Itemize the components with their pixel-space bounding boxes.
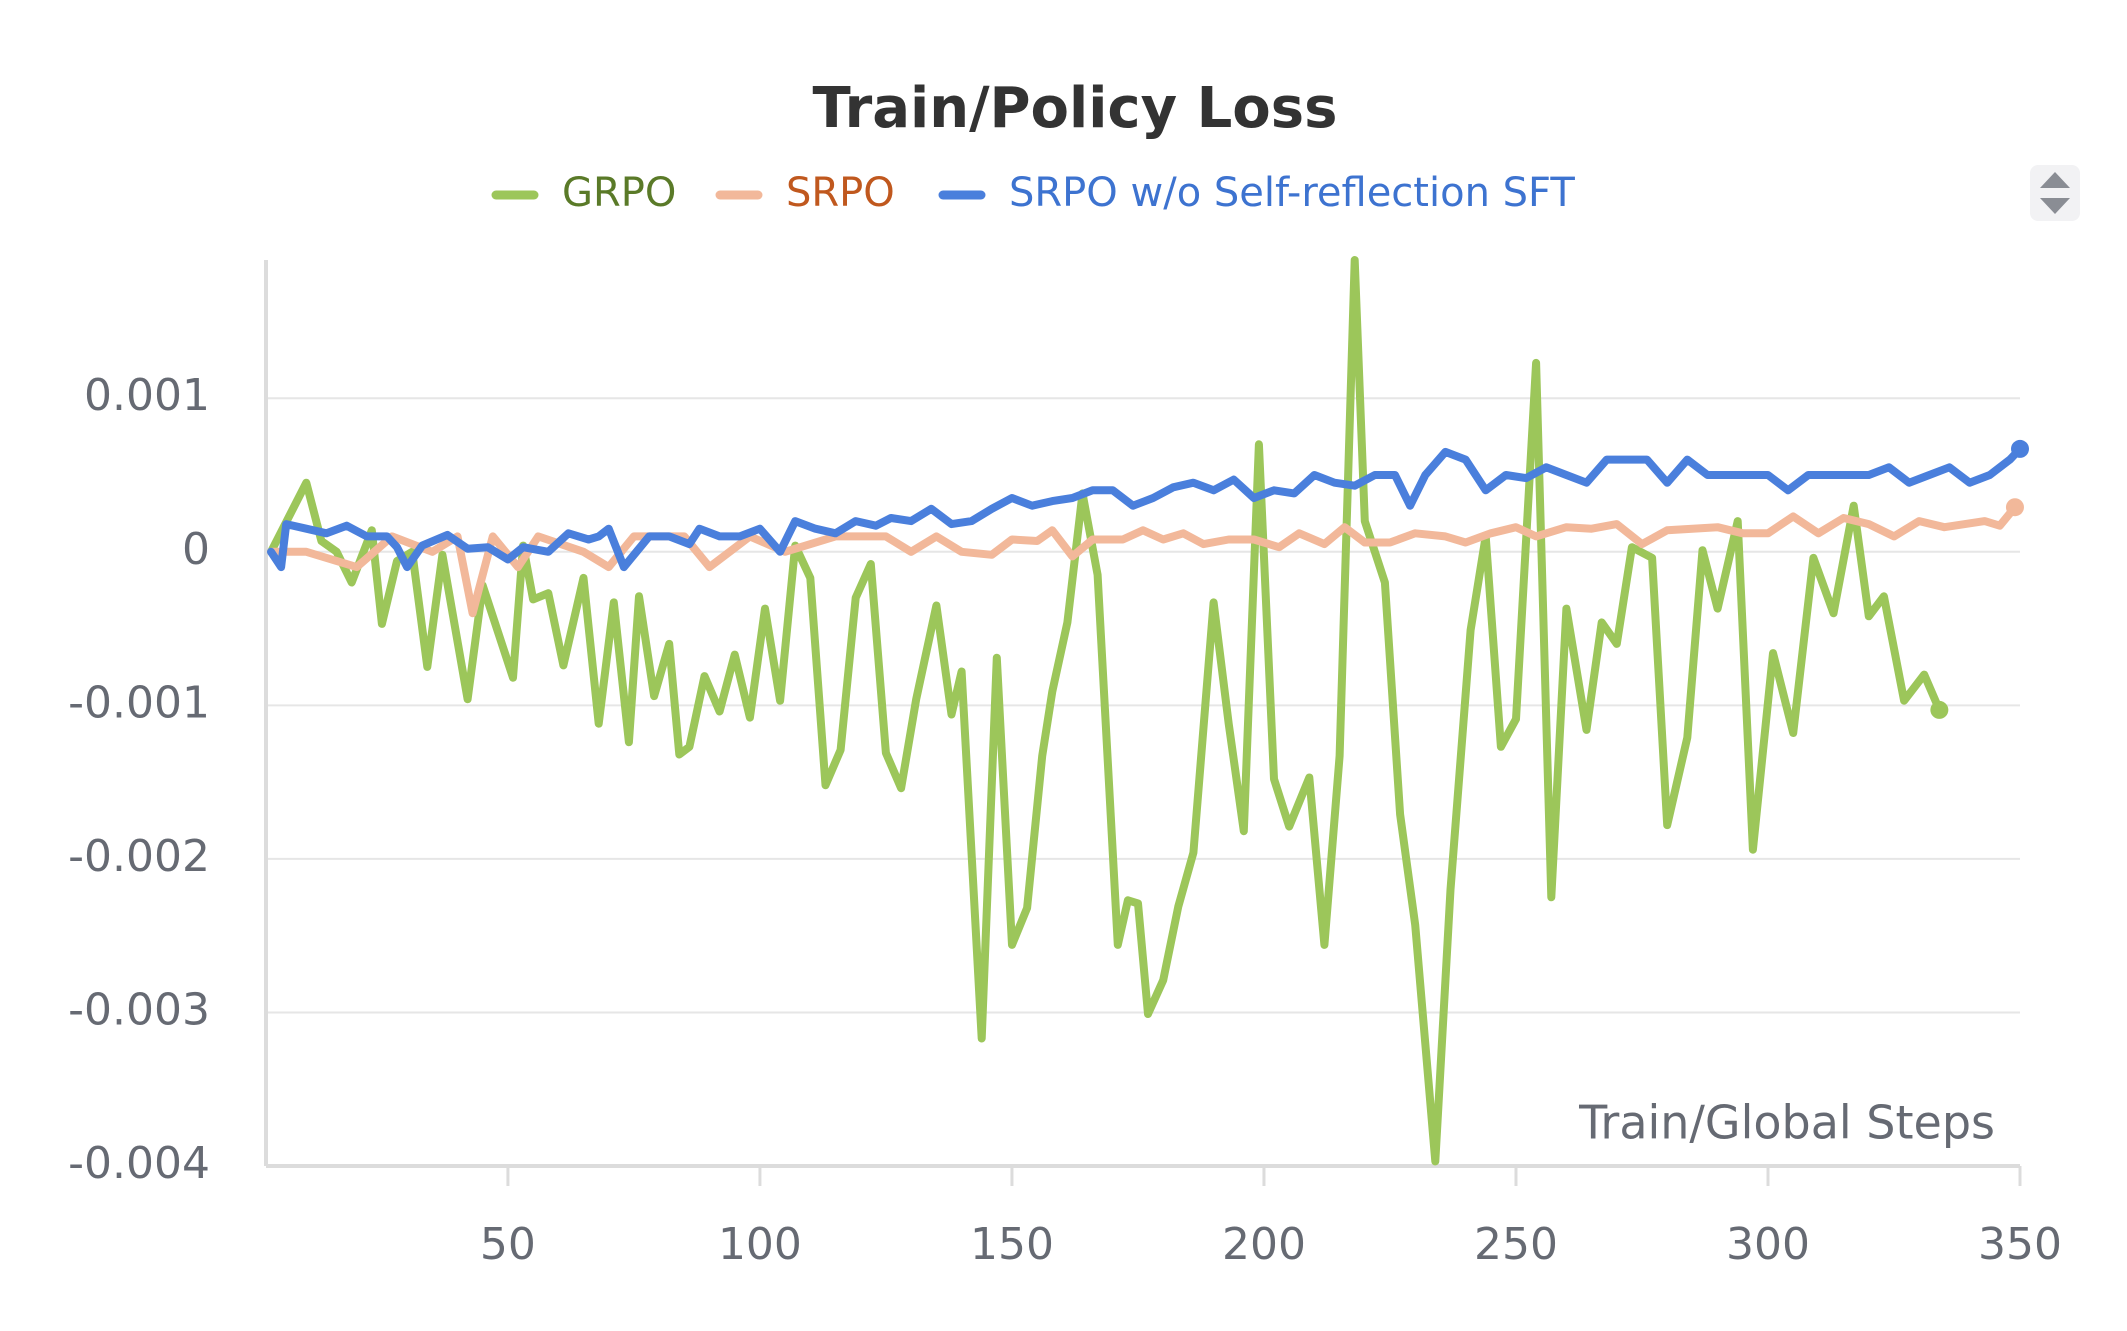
legend-label: SRPO (786, 170, 895, 216)
menu-down[interactable] (2040, 198, 2070, 214)
y-tick-label: -0.003 (68, 984, 210, 1035)
x-tick-label: 250 (1474, 1219, 1558, 1270)
series-line (267, 503, 2019, 618)
legend-label: SRPO w/o Self-reflection SFT (1009, 170, 1575, 216)
series-line (267, 444, 2024, 572)
legend-label: GRPO (562, 170, 676, 216)
y-tick-label: -0.002 (68, 831, 210, 882)
end-point (2011, 439, 2029, 458)
y-tick-label: -0.001 (68, 677, 210, 728)
menu-up[interactable] (2040, 172, 2070, 188)
x-tick-label: 100 (718, 1219, 802, 1270)
x-axis-label: Train/Global Steps (1578, 1096, 1995, 1150)
x-tick-label: 350 (1978, 1219, 2062, 1270)
series-line (267, 256, 1944, 1166)
menu-icon-bg[interactable] (2030, 165, 2080, 221)
x-tick-label: 50 (480, 1219, 536, 1270)
end-point (2005, 498, 2024, 517)
x-tick-label: 200 (1222, 1219, 1306, 1270)
chart-title: Train/Policy Loss (813, 76, 1338, 141)
menu-icon[interactable] (2030, 165, 2080, 221)
end-point (1930, 700, 1949, 719)
y-tick-label: -0.004 (68, 1138, 210, 1189)
x-tick-label: 150 (970, 1219, 1054, 1270)
y-tick-label: 0 (182, 524, 210, 575)
y-tick-label: 0.001 (84, 370, 210, 421)
x-tick-label: 300 (1726, 1219, 1810, 1270)
